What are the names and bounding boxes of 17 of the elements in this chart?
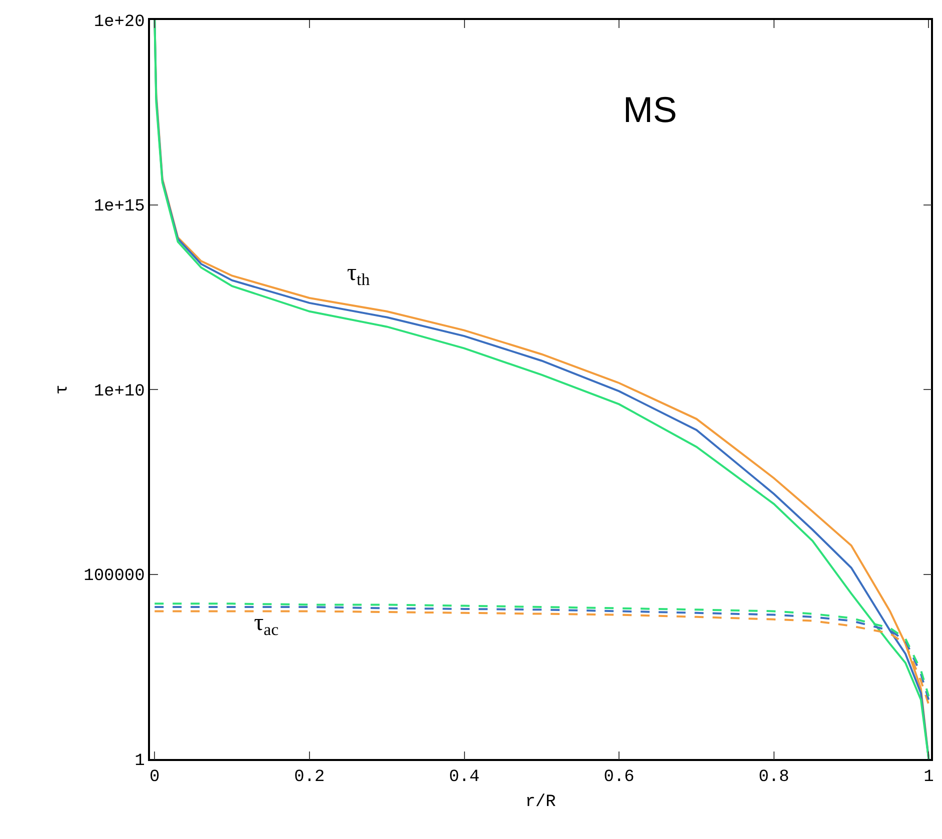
x-tick-label: 0.2 [294, 768, 325, 788]
y-tick-label: 1 [134, 752, 145, 771]
annotation: τ$_{ac}$ [254, 610, 279, 640]
x-tick-label: 0.8 [758, 768, 790, 788]
x-tick-label: 0.6 [604, 768, 634, 788]
x-axis-title: r/R [525, 793, 556, 812]
y-tick-label: 1e+15 [94, 198, 145, 217]
y-axis-title: τ [54, 384, 73, 395]
x-tick-label: 0 [150, 768, 160, 788]
y-tick-label: 100000 [84, 567, 145, 586]
x-tick-label: 0.4 [448, 768, 480, 788]
y-tick-label: 1e+20 [94, 12, 145, 32]
annotation: MS [623, 89, 677, 130]
x-tick-label: 1 [924, 768, 934, 788]
line-series [154, 20, 930, 759]
y-tick-label: 1e+10 [94, 382, 145, 402]
annotation: τ$_{th}$ [347, 260, 370, 290]
